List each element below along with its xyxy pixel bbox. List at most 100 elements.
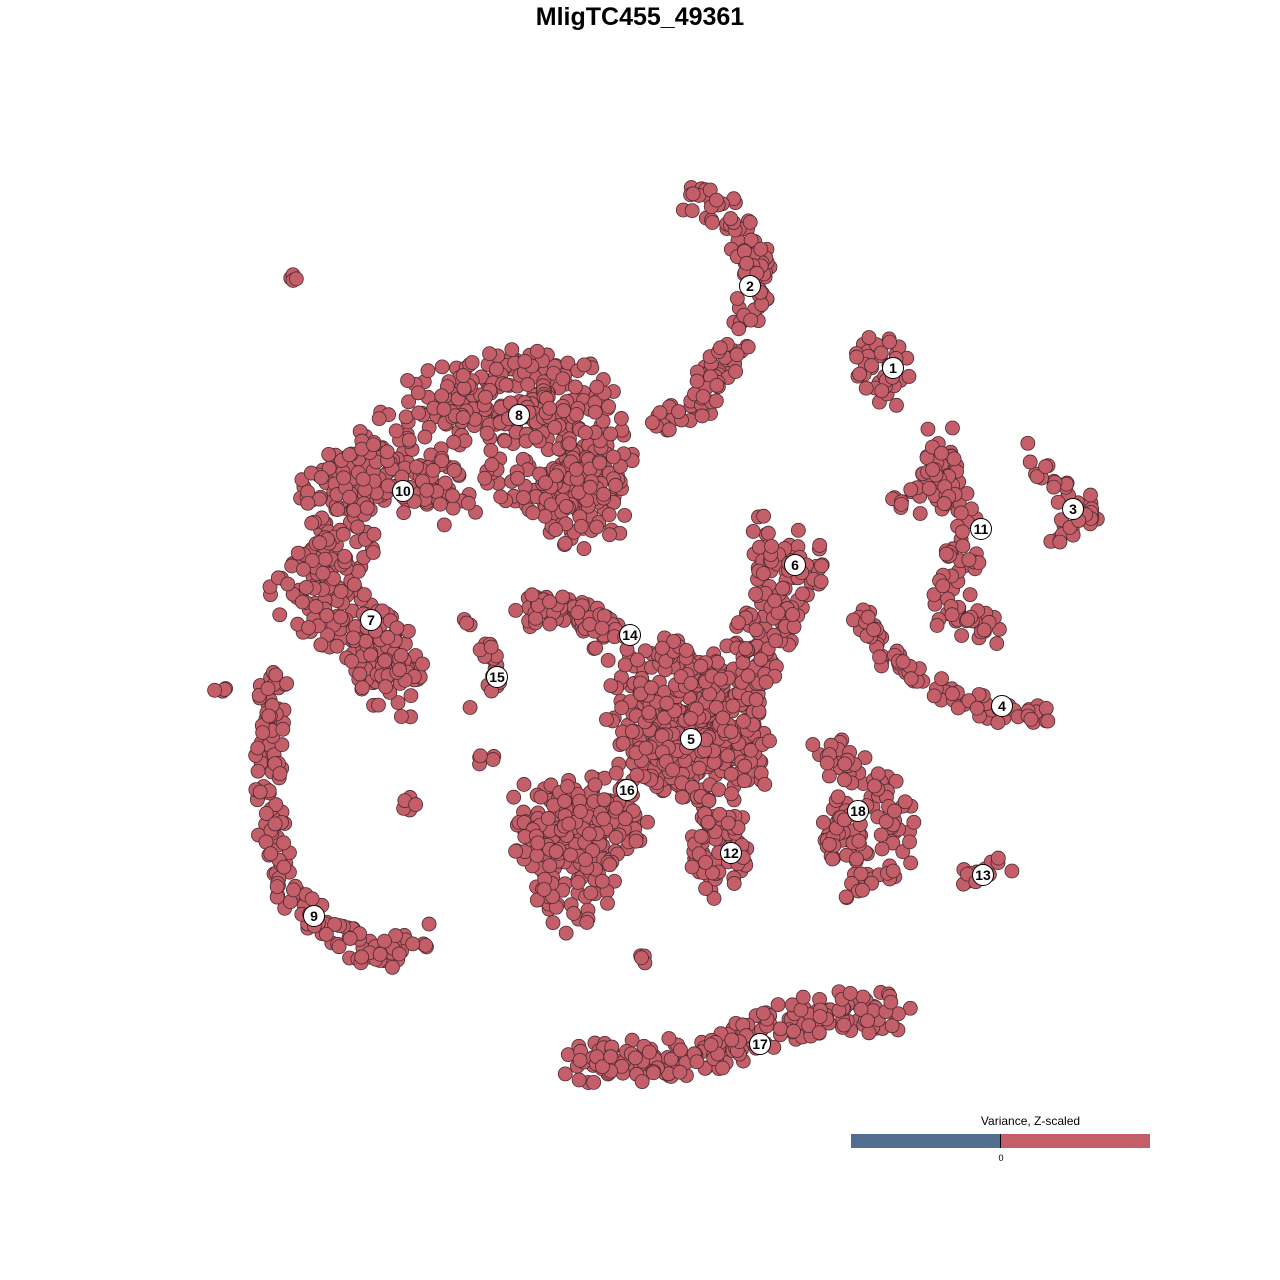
data-point xyxy=(371,411,387,427)
data-point xyxy=(893,496,909,512)
data-point xyxy=(508,602,524,618)
data-point xyxy=(903,671,919,687)
cluster-label-marker xyxy=(991,695,1013,717)
data-point xyxy=(329,638,345,654)
data-point xyxy=(570,875,586,890)
data-point xyxy=(640,814,655,830)
data-point xyxy=(641,1044,657,1060)
data-point xyxy=(285,882,301,898)
data-point xyxy=(408,797,424,812)
data-point xyxy=(603,678,619,693)
data-point xyxy=(529,848,545,863)
data-point xyxy=(460,495,476,511)
data-point xyxy=(895,654,911,670)
cluster-label-marker xyxy=(847,800,869,822)
data-point xyxy=(549,468,564,484)
data-point xyxy=(926,688,942,704)
data-point xyxy=(758,674,774,690)
data-point xyxy=(605,449,621,465)
data-point xyxy=(489,361,504,377)
data-point xyxy=(1023,711,1039,727)
data-point xyxy=(860,1013,875,1029)
data-point xyxy=(456,380,472,396)
data-point xyxy=(528,429,544,445)
data-point xyxy=(275,721,291,737)
data-point xyxy=(425,462,441,478)
cluster-label-7: 7 xyxy=(360,609,382,631)
data-point xyxy=(944,686,960,702)
data-point xyxy=(557,1066,573,1082)
data-point xyxy=(903,482,919,498)
cluster-label-17: 17 xyxy=(749,1033,771,1055)
data-point xyxy=(529,892,545,908)
data-point xyxy=(724,1032,740,1048)
data-point xyxy=(703,1037,719,1053)
legend-title: Variance, Z-scaled xyxy=(980,1114,1081,1128)
data-point xyxy=(860,609,876,625)
data-point xyxy=(358,633,374,649)
data-point xyxy=(342,931,358,946)
data-point xyxy=(403,688,419,704)
colorbar xyxy=(851,1134,1150,1148)
data-point xyxy=(643,680,659,696)
cluster-label-13: 13 xyxy=(972,864,994,886)
colorbar-high xyxy=(1000,1134,1150,1148)
data-point xyxy=(945,420,960,436)
data-point xyxy=(350,519,366,535)
data-point xyxy=(540,811,556,826)
cluster-label-text: 2 xyxy=(746,278,754,294)
cluster-label-text: 8 xyxy=(515,407,523,423)
data-point xyxy=(837,756,853,772)
data-point xyxy=(587,404,603,420)
data-point xyxy=(989,636,1005,651)
cluster-label-text: 15 xyxy=(489,669,505,685)
data-point xyxy=(864,358,879,373)
data-point xyxy=(558,499,574,514)
data-point xyxy=(729,291,745,306)
data-point xyxy=(887,803,902,819)
data-point xyxy=(542,858,558,874)
data-point xyxy=(674,789,690,805)
data-point xyxy=(786,619,802,635)
cluster-label-marker xyxy=(616,779,638,801)
cluster-label-text: 7 xyxy=(367,612,375,628)
data-point xyxy=(398,409,414,425)
data-point xyxy=(330,502,346,517)
data-point xyxy=(837,772,852,788)
data-point xyxy=(517,353,533,369)
data-point xyxy=(498,377,514,393)
data-point xyxy=(455,410,471,425)
data-point xyxy=(510,470,526,486)
data-point xyxy=(576,357,592,373)
data-point xyxy=(950,700,966,716)
data-point xyxy=(822,837,837,852)
data-point xyxy=(723,724,739,740)
data-point xyxy=(805,737,821,752)
data-point xyxy=(762,733,777,749)
data-point xyxy=(795,586,810,602)
cluster-label-11: 11 xyxy=(970,518,992,540)
data-point xyxy=(852,366,867,382)
data-point xyxy=(400,373,415,388)
data-point xyxy=(547,419,563,435)
data-point xyxy=(713,671,729,687)
data-point xyxy=(715,710,731,726)
data-point xyxy=(345,630,361,646)
data-point xyxy=(346,577,362,592)
data-point xyxy=(410,385,426,401)
data-point xyxy=(709,192,724,208)
data-point xyxy=(389,620,405,636)
data-point xyxy=(378,679,394,695)
data-point xyxy=(739,255,755,271)
data-point xyxy=(870,766,886,782)
data-point xyxy=(969,700,985,716)
data-point xyxy=(315,565,331,581)
data-point xyxy=(866,622,882,638)
data-point xyxy=(683,676,699,691)
data-point xyxy=(705,865,720,881)
data-point xyxy=(953,505,969,521)
data-point xyxy=(485,752,501,767)
data-point xyxy=(1052,534,1068,550)
data-point xyxy=(599,712,614,727)
data-point xyxy=(295,561,311,577)
